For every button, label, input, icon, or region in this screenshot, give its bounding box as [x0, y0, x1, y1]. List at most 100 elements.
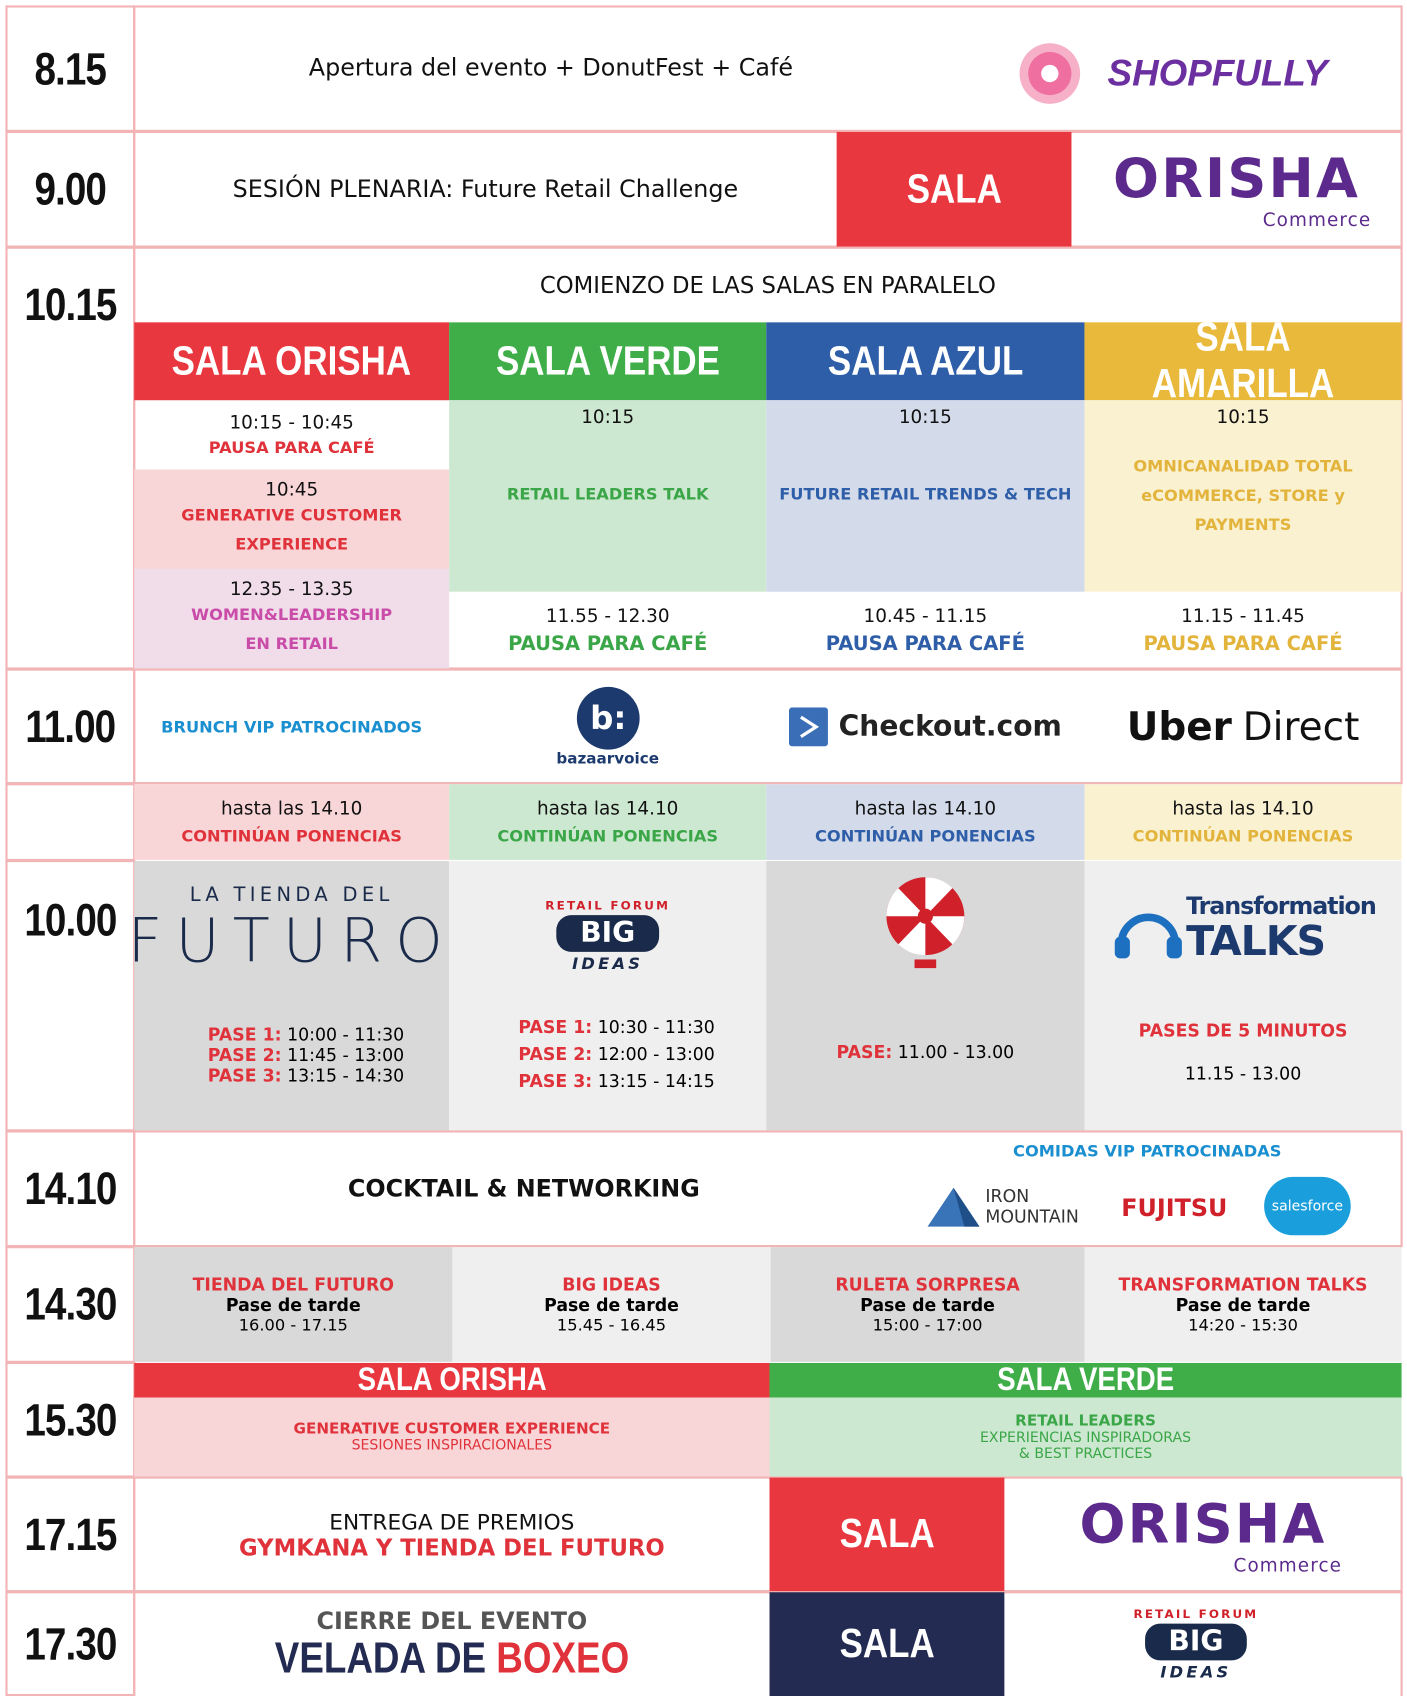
session-sub: SESIONES INSPIRACIONALES: [351, 1437, 553, 1454]
pass-time: 13:15 - 14:30: [287, 1064, 405, 1086]
session-sub: Pase de tarde: [860, 1294, 995, 1316]
session: 11.15 - 11.45 PAUSA PARA CAFÉ: [1084, 592, 1401, 669]
session: GENERATIVE CUSTOMER EXPERIENCE SESIONES I…: [134, 1397, 770, 1477]
sala: SALA: [839, 1511, 935, 1557]
logo: RETAIL FORUM: [1133, 1606, 1259, 1621]
roulette-icon: [886, 877, 965, 969]
pass-time: 10:00 - 11:30: [287, 1023, 405, 1045]
logo-sub: Commerce: [1262, 209, 1372, 232]
row: [133, 5, 1403, 132]
session-title: BIG IDEAS: [562, 1274, 661, 1295]
session: BIG IDEAS Pase de tarde 15.45 - 16.45: [452, 1247, 771, 1362]
time: 14.10: [24, 1162, 117, 1214]
logo: RETAIL FORUM: [545, 898, 671, 913]
session-time: 15:00 - 17:00: [872, 1315, 983, 1335]
session: 10:15 OMNICANALIDAD TOTAL eCOMMERCE, STOR…: [1084, 400, 1402, 592]
pass: PASE 1: 10:00 - 11:30: [208, 1024, 404, 1045]
session: RULETA SORPRESA Pase de tarde 15:00 - 17:0…: [770, 1247, 1085, 1362]
time: 10.00: [24, 894, 117, 946]
logo: Checkout.com: [838, 710, 1062, 744]
headphones-icon: [1114, 912, 1182, 958]
session: hasta las 14.10 CONTINÚAN PONENCIAS: [1084, 784, 1402, 860]
pass-label: PASE 2:: [518, 1043, 593, 1064]
room-header: SALA AZUL: [766, 322, 1085, 401]
pass: PASE 1: 10:30 - 11:30: [518, 1013, 714, 1040]
big-ideas-logo: RETAIL FORUM BIG IDEAS: [449, 882, 766, 990]
session: 10:15 RETAIL LEADERS TALK: [449, 400, 767, 592]
session-title: GENERATIVE CUSTOMER EXPERIENCE: [181, 505, 403, 554]
session: hasta las 14.10 CONTINÚAN PONENCIAS: [134, 784, 450, 860]
logo: Uber: [1126, 704, 1232, 750]
session-sub: & BEST PRACTICES: [1018, 1445, 1153, 1462]
checkout-logo: Checkout.com: [766, 671, 1084, 783]
session-time: 10:15 - 10:45: [229, 412, 354, 434]
session-time: 14:20 - 15:30: [1188, 1315, 1298, 1335]
session-time: 10:15: [898, 406, 952, 429]
pass-time: 10:30 - 11:30: [597, 1016, 715, 1037]
session-title: FUTURE RETAIL TRENDS & TECH: [779, 484, 1072, 505]
fujitsu-logo: FUJITSU: [1121, 1195, 1228, 1223]
time-cell: 11.00: [5, 668, 136, 785]
session-title: OMNICANALIDAD TOTAL eCOMMERCE, STORE y P…: [1133, 456, 1353, 535]
room: SALA VERDE: [997, 1361, 1174, 1398]
sala: SALA: [839, 1620, 935, 1667]
futuro-logo: LA TIENDA DEL FUTURO: [128, 882, 449, 979]
room: SALA AMARILLA: [1151, 314, 1335, 407]
session: TIENDA DEL FUTURO Pase de tarde 16.00 - 17…: [134, 1247, 453, 1362]
session-title: TRANSFORMATION TALKS: [1118, 1274, 1368, 1295]
logo: ORISHA: [1079, 1492, 1327, 1555]
time-cell: 17.30: [5, 1591, 136, 1696]
session-title: RULETA SORPRESA: [835, 1274, 1020, 1295]
session-time: 15.45 - 16.45: [556, 1315, 667, 1335]
time: 11.00: [25, 700, 116, 752]
pass-time: 11:45 - 13:00: [287, 1044, 405, 1065]
event-text: ENTREGA DE PREMIOS GYMKANA Y TIENDA DEL F…: [134, 1479, 769, 1591]
session: 10.45 - 11.15 PAUSA PARA CAFÉ: [766, 592, 1084, 669]
pass: PASE 3: 13:15 - 14:15: [518, 1067, 714, 1094]
sala: SALA: [906, 166, 1002, 212]
time: 17.30: [24, 1617, 117, 1669]
pass-label: PASE 3:: [518, 1070, 593, 1091]
time-cell: 10.15: [5, 246, 136, 670]
pass-label: PASE 1:: [518, 1016, 593, 1037]
session-time: 12.35 - 13.35: [229, 578, 354, 601]
session-title: PAUSA PARA CAFÉ: [825, 632, 1025, 655]
line: BOXEO: [496, 1634, 630, 1683]
time-cell: 8.15: [5, 5, 136, 132]
logo: IDEAS: [572, 953, 644, 973]
session-time: 10.45 - 11.15: [863, 605, 988, 627]
session-time: hasta las 14.10: [537, 798, 679, 820]
checkout-icon: [788, 707, 828, 747]
room-header: SALA AMARILLA: [1084, 315, 1402, 407]
uber-logo: Uber Direct: [1084, 671, 1401, 783]
session-title: RETAIL LEADERS TALK: [506, 484, 709, 505]
talks-time: 11.15 - 13.00: [1184, 1062, 1302, 1084]
time-cell: 17.15: [5, 1476, 136, 1593]
room: SALA AZUL: [827, 338, 1024, 384]
session: hasta las 14.10 CONTINÚAN PONENCIAS: [449, 784, 767, 860]
passes: PASE 1: 10:30 - 11:30 PASE 2: 12:00 - 13…: [449, 1011, 766, 1095]
session-time: 10:15: [581, 406, 635, 429]
session-time: 11.55 - 12.30: [545, 605, 670, 627]
session-title: GENERATIVE CUSTOMER EXPERIENCE: [293, 1420, 611, 1438]
room: SALA ORISHA: [357, 1361, 547, 1398]
session: RETAIL LEADERS EXPERIENCIAS INSPIRADORAS &…: [769, 1397, 1402, 1477]
orisha-logo: ORISHA Commerce: [1071, 132, 1401, 247]
brunch-text: BRUNCH VIP PATROCINADOS: [161, 717, 423, 737]
session-time: hasta las 14.10: [220, 798, 363, 820]
session: 12.35 - 13.35 WOMEN&LEADERSHIP EN RETAIL: [134, 568, 450, 669]
session: 11.55 - 12.30 PAUSA PARA CAFÉ: [449, 592, 766, 669]
logo: TALKS: [1186, 917, 1326, 965]
donut-icon: [1019, 43, 1081, 104]
time: 14.30: [24, 1278, 117, 1330]
room-header: SALA ORISHA: [134, 1361, 770, 1398]
session-title: PAUSA PARA CAFÉ: [508, 632, 708, 655]
bazaarvoice-logo: b: bazaarvoice: [449, 671, 766, 783]
sponsor-title: COMIDAS VIP PATROCINADAS: [1013, 1141, 1282, 1161]
pass-time: 13:15 - 14:15: [597, 1070, 715, 1091]
logo: BIG: [1144, 1623, 1248, 1660]
line: VELADA DE: [274, 1634, 486, 1683]
time-cell: 9.00: [5, 130, 136, 248]
session-title: CONTINÚAN PONENCIAS: [497, 826, 719, 846]
